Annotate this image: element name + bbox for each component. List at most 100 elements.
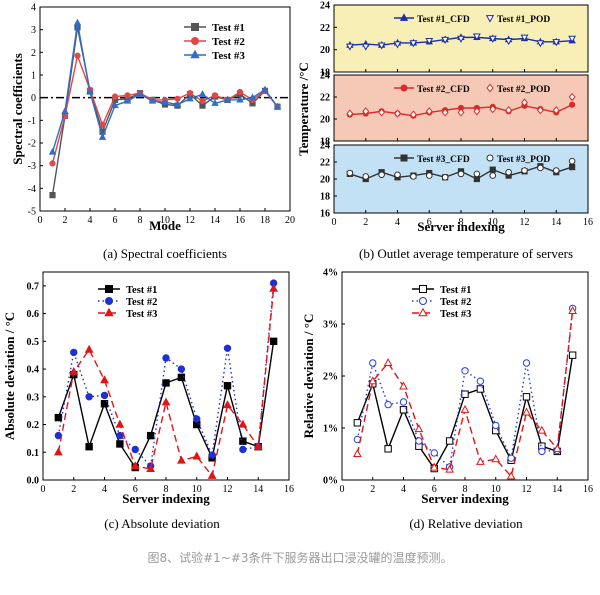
data-point (116, 440, 124, 448)
legend-marker (191, 23, 199, 31)
data-point (353, 419, 362, 427)
pod-data-point (504, 37, 513, 46)
x-tick-label: 8 (138, 215, 143, 226)
pod-data-point (488, 35, 497, 43)
legend-label: Test #2 (440, 297, 471, 308)
data-point (208, 451, 216, 459)
data-point (148, 96, 157, 104)
data-point (476, 385, 485, 393)
pod-data-point (536, 40, 545, 48)
legend-marker (105, 285, 113, 293)
data-point (223, 400, 232, 409)
legend-label: Test #2 (212, 36, 245, 48)
data-point (123, 96, 132, 104)
pod-data-point (552, 106, 560, 115)
pod-data-point (537, 164, 544, 172)
y-tick-label: 0.5 (27, 337, 40, 348)
pod-data-point (393, 41, 402, 49)
data-point (100, 400, 109, 408)
data-point (399, 381, 408, 390)
y-tick-label: 16 (320, 209, 330, 220)
x-tick-label: 0 (332, 217, 337, 228)
data-point (568, 351, 577, 359)
pod-data-point (346, 169, 354, 177)
pod-data-point (362, 107, 370, 116)
y-tick-label: 1 (31, 71, 36, 82)
y-axis-label: Relative deviation / °C (301, 314, 316, 439)
data-point (430, 449, 438, 457)
data-point (100, 375, 109, 384)
x-tick-label: 8 (463, 484, 468, 495)
y-tick-label: 1% (323, 424, 338, 435)
data-point (116, 431, 124, 440)
data-point (239, 445, 247, 454)
pod-data-point (489, 104, 497, 114)
plot-frame (42, 271, 290, 481)
x-axis-label: Server indexing (421, 491, 509, 506)
y-tick-label: 4 (31, 3, 36, 14)
data-point (130, 461, 140, 470)
y-axis-label: Spectral coefficients (10, 53, 25, 165)
data-point (73, 18, 82, 26)
legend-label: Test #1_POD (497, 15, 550, 25)
data-point (98, 133, 107, 140)
data-point (522, 407, 531, 416)
data-point (162, 379, 170, 387)
pod-data-point (489, 172, 497, 179)
legend-label: Test #1 (126, 285, 157, 296)
plot-frame (39, 6, 291, 212)
data-point (48, 147, 57, 155)
y-axis-label: Absolute deviation / °C (2, 312, 17, 440)
data-point (491, 454, 501, 463)
y-tick-label: 0.2 (27, 420, 40, 431)
data-point (207, 470, 217, 479)
y-tick-label: 0.3 (27, 392, 40, 403)
x-tick-label: 12 (185, 215, 195, 226)
data-point (199, 97, 206, 105)
legend-marker (418, 307, 428, 317)
pod-data-point (394, 109, 401, 118)
pod-data-point (473, 107, 481, 116)
panel-label: (b) Outlet average temperature of server… (359, 246, 573, 261)
data-point (261, 85, 269, 93)
pod-data-point (394, 171, 401, 179)
y-tick-label: 0 (31, 93, 36, 104)
data-point (399, 406, 408, 414)
data-point (111, 93, 119, 100)
pod-data-point (552, 167, 560, 174)
data-point (239, 437, 247, 445)
x-tick-label: 8 (459, 217, 464, 228)
data-point (552, 443, 562, 452)
data-point (253, 441, 263, 450)
data-point (506, 471, 516, 480)
pod-data-point (568, 157, 576, 165)
pod-data-point (568, 92, 576, 102)
data-point (131, 445, 139, 454)
data-point (368, 376, 378, 385)
x-tick-label: 16 (235, 215, 245, 226)
x-tick-label: 12 (520, 217, 530, 228)
data-point (384, 445, 392, 453)
data-point (538, 447, 546, 456)
data-point (161, 98, 169, 105)
y-tick-label: 0.1 (27, 448, 40, 459)
pod-data-point (568, 35, 577, 43)
data-point (177, 373, 186, 382)
legend-marker (104, 307, 114, 317)
data-point (211, 99, 219, 106)
x-tick-label: 0 (340, 484, 345, 495)
x-tick-label: 0 (38, 215, 43, 226)
data-point (248, 93, 257, 101)
data-point (460, 404, 470, 413)
legend-label: Test #2_POD (497, 85, 550, 95)
y-tick-label: 0.7 (27, 281, 40, 292)
x-tick-label: 10 (160, 215, 170, 226)
x-tick-label: 2 (363, 217, 368, 228)
pod-data-point (441, 36, 450, 45)
legend-label: Test #3 (212, 50, 245, 62)
legend-label: Test #3 (126, 309, 157, 320)
pod-data-point (505, 168, 512, 176)
data-point (269, 337, 278, 346)
